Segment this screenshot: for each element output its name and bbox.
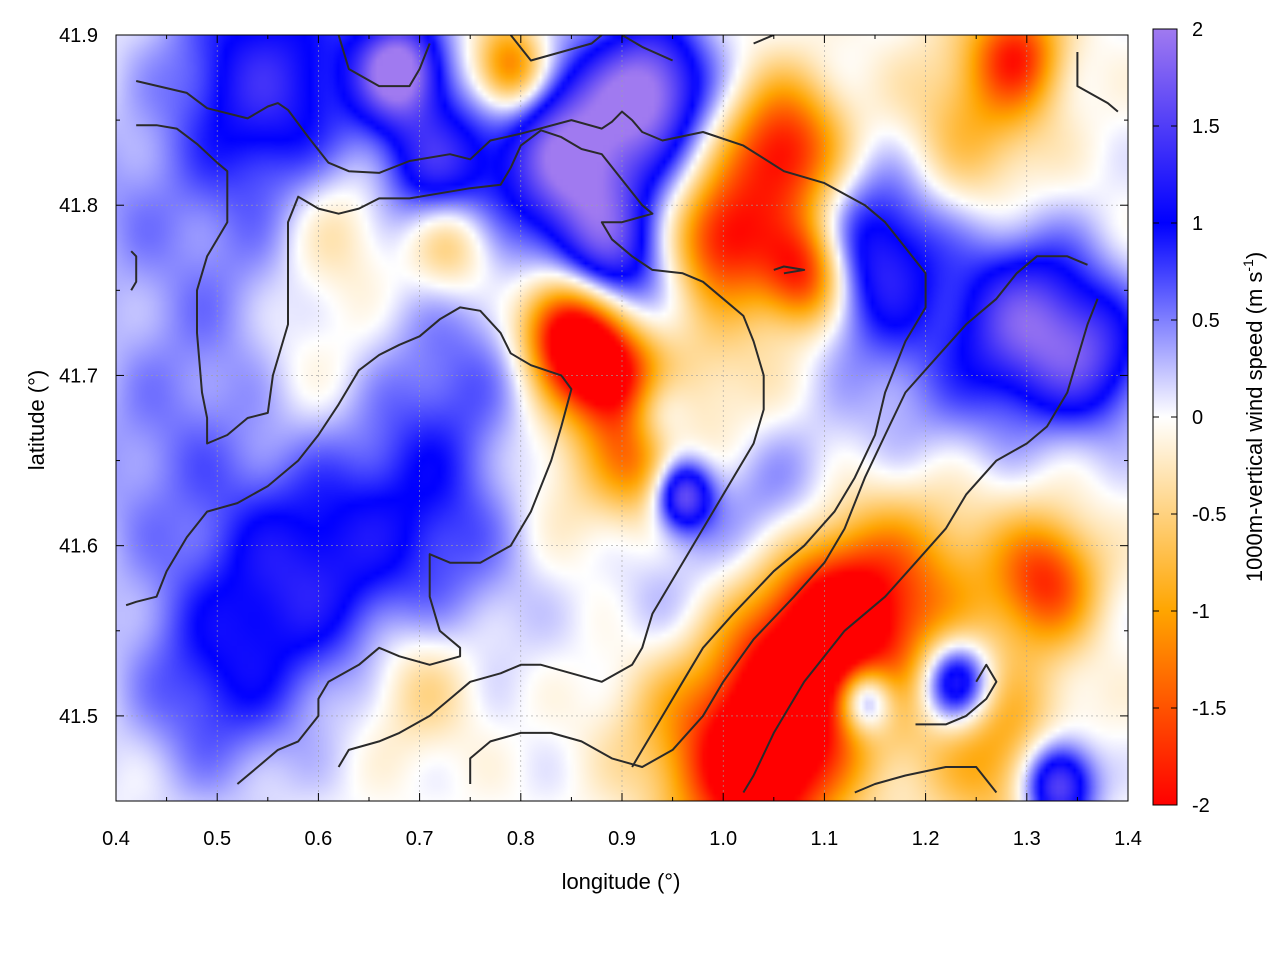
grid bbox=[116, 35, 1128, 801]
x-tick-label: 1.1 bbox=[810, 828, 838, 850]
colorbar-tick-label: 0 bbox=[1192, 407, 1203, 429]
x-tick-label: 0.8 bbox=[507, 828, 535, 850]
x-tick-label: 0.4 bbox=[102, 828, 130, 850]
colorbar-tick-label: -1 bbox=[1192, 601, 1210, 623]
y-tick-labels: 41.5 41.6 41.7 41.8 41.9 bbox=[59, 25, 98, 728]
y-tick-label: 41.8 bbox=[59, 195, 98, 217]
colorbar-tick-label: -2 bbox=[1192, 795, 1210, 817]
y-tick-label: 41.9 bbox=[59, 25, 98, 47]
colorbar-tick-label: 1.5 bbox=[1192, 116, 1220, 138]
x-tick-label: 1.0 bbox=[709, 828, 737, 850]
heatmap-field bbox=[116, 35, 1128, 801]
y-tick-label: 41.5 bbox=[59, 706, 98, 728]
contour-line bbox=[135, 80, 927, 768]
colorbar-tick-label: 0.5 bbox=[1192, 310, 1220, 332]
contour-line bbox=[125, 306, 573, 785]
contour-line bbox=[509, 35, 603, 62]
colorbar-tick-label: 1 bbox=[1192, 213, 1203, 235]
axis-ticks bbox=[115, 34, 1129, 802]
x-axis-title: longitude (°) bbox=[562, 869, 681, 894]
colorbar: -2 -1.5 -1 -0.5 0 0.5 1 1.5 2 1000m-vertical win… bbox=[1152, 19, 1267, 817]
x-tick-label: 0.5 bbox=[203, 828, 231, 850]
contour-line bbox=[130, 250, 138, 291]
x-tick-label: 1.2 bbox=[912, 828, 940, 850]
contour-line bbox=[469, 255, 1088, 784]
contour-line bbox=[136, 124, 765, 768]
contour-line bbox=[337, 35, 431, 88]
y-tick-label: 41.7 bbox=[59, 365, 98, 387]
contour-line bbox=[621, 35, 674, 62]
colorbar-tick-label: -1.5 bbox=[1192, 698, 1226, 720]
x-tick-label: 0.7 bbox=[406, 828, 434, 850]
colorbar-tick-label: 2 bbox=[1192, 19, 1203, 41]
y-axis-title: latitude (°) bbox=[24, 370, 49, 471]
contour-line bbox=[742, 298, 1099, 794]
contour-line bbox=[915, 663, 998, 726]
colorbar-ticks: -2 -1.5 -1 -0.5 0 0.5 1 1.5 2 bbox=[1153, 19, 1226, 817]
plot-area bbox=[115, 34, 1129, 802]
x-tick-labels: 0.4 0.5 0.6 0.7 0.8 0.9 1.0 1.1 1.2 1.3 1.4 bbox=[102, 828, 1142, 850]
contour-line bbox=[1076, 52, 1119, 113]
colorbar-title: 1000m-vertical wind speed (m s-1) bbox=[1240, 252, 1267, 582]
x-tick-label: 0.6 bbox=[304, 828, 332, 850]
colorbar-tick-label: -0.5 bbox=[1192, 504, 1226, 526]
contour-lines bbox=[125, 35, 1119, 794]
contour-line bbox=[773, 265, 806, 275]
contour-line bbox=[753, 35, 775, 45]
x-tick-label: 1.4 bbox=[1114, 828, 1142, 850]
y-tick-label: 41.6 bbox=[59, 536, 98, 558]
x-tick-label: 0.9 bbox=[608, 828, 636, 850]
x-tick-label: 1.3 bbox=[1013, 828, 1041, 850]
contour-line bbox=[854, 766, 998, 794]
